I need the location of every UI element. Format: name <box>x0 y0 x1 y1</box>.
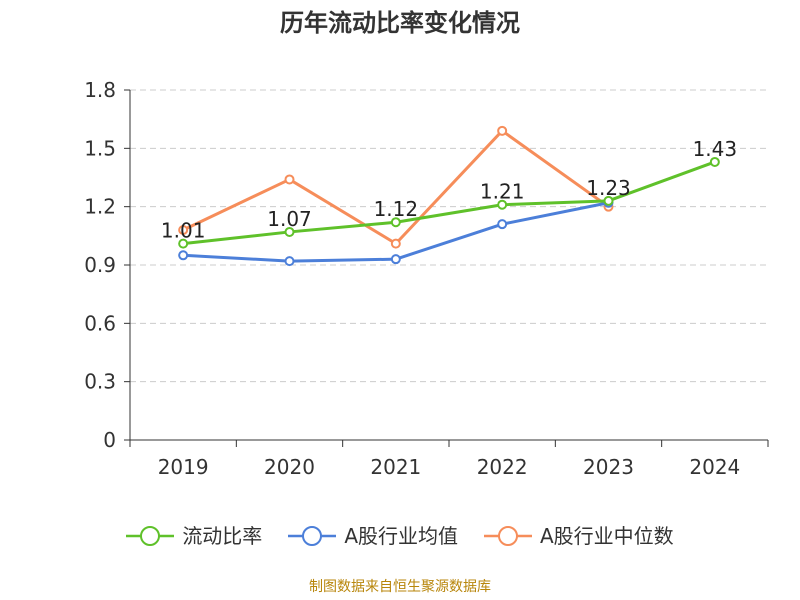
data-point <box>284 174 295 185</box>
legend-label-industry-median: A股行业中位数 <box>540 524 674 548</box>
legend-item-current-ratio[interactable]: 流动比率 <box>126 520 262 552</box>
data-point <box>284 256 295 267</box>
x-tick-label: 2024 <box>689 455 740 479</box>
data-point <box>178 225 189 235</box>
legend-swatch-industry-mean <box>288 526 337 546</box>
data-point <box>390 238 401 249</box>
x-tick-label: 2022 <box>477 455 528 479</box>
data-point <box>390 254 401 265</box>
legend-swatch-industry-median <box>484 526 532 546</box>
series-line <box>183 160 716 246</box>
data-point <box>178 250 189 261</box>
x-tick-label: 2020 <box>264 455 315 479</box>
data-point <box>497 219 508 230</box>
source-note: 制图数据来自恒生聚源数据库 <box>309 579 491 595</box>
data-point <box>709 156 720 167</box>
chart-legend: 流动比率 A股行业均值 A股行业中位数 <box>0 520 800 552</box>
legend-label-current-ratio: 流动比率 <box>182 524 263 548</box>
data-label: 1.43 <box>693 137 738 161</box>
data-label: 1.23 <box>586 176 631 200</box>
legend-swatch-marker <box>302 526 323 546</box>
y-tick-label: 0.6 <box>84 311 116 335</box>
x-tick-label: 2023 <box>583 455 634 479</box>
data-point <box>497 125 508 136</box>
data-label: 1.01 <box>161 219 206 243</box>
data-point <box>284 226 295 237</box>
legend-label-industry-mean: A股行业均值 <box>344 524 458 548</box>
y-tick-label: 1.5 <box>84 136 116 160</box>
data-label: 1.12 <box>374 197 419 221</box>
legend-swatch-marker <box>140 526 161 546</box>
data-label: 1.21 <box>480 180 525 204</box>
data-label: 1.07 <box>267 207 312 231</box>
legend-swatch-current-ratio <box>126 526 175 546</box>
y-tick-label: 0 <box>103 428 116 452</box>
y-tick-label: 1.8 <box>84 78 116 102</box>
y-tick-label: 0.3 <box>84 370 116 394</box>
chart-title: 历年流动比率变化情况 <box>280 9 520 37</box>
data-point <box>178 238 189 249</box>
data-point <box>603 195 614 206</box>
x-tick-label: 2019 <box>158 455 209 479</box>
x-tick-label: 2021 <box>370 455 421 479</box>
legend-item-industry-median[interactable]: A股行业中位数 <box>484 520 674 552</box>
y-tick-label: 1.2 <box>84 195 116 219</box>
y-tick-label: 0.9 <box>84 253 116 277</box>
data-point <box>497 199 508 210</box>
legend-swatch-marker <box>498 526 518 546</box>
legend-item-industry-mean[interactable]: A股行业均值 <box>288 520 458 552</box>
data-point <box>390 217 401 228</box>
